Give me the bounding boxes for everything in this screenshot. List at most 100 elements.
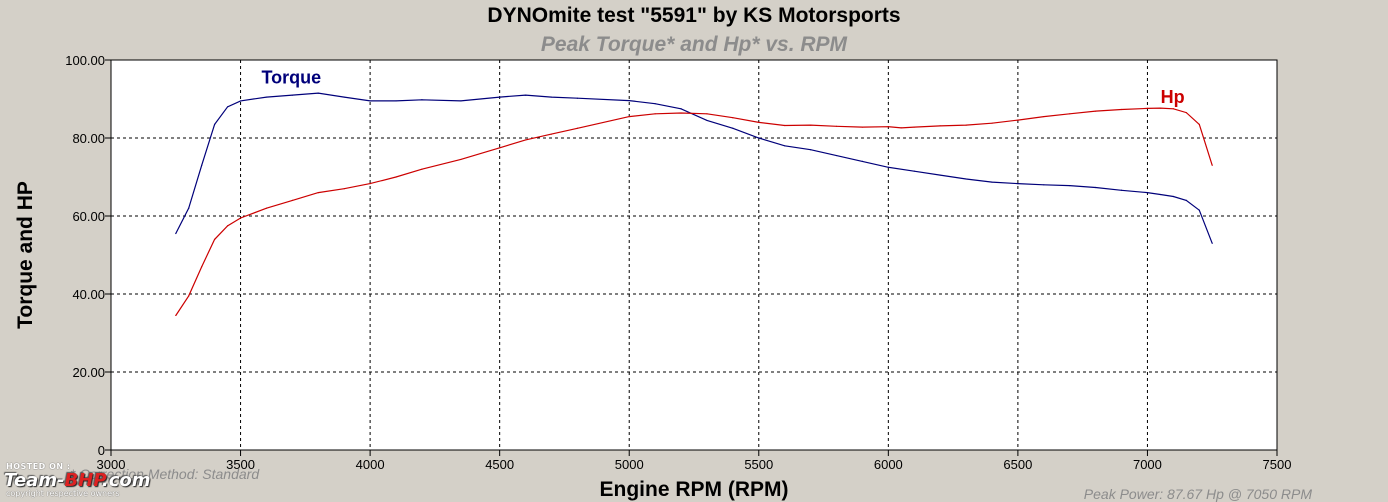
y-tick-label-100.00: 100.00 — [65, 53, 105, 68]
data-point-torque-7050 — [1159, 193, 1161, 196]
watermark-brand-b: BHP — [64, 470, 102, 491]
data-point-hp-4350 — [460, 158, 462, 161]
data-point-hp-5600 — [784, 124, 786, 127]
data-point-torque-3900 — [343, 96, 345, 98]
data-point-hp-5400 — [732, 117, 734, 119]
data-point-hp-3250 — [175, 314, 177, 317]
data-point-torque-5900 — [861, 160, 864, 162]
data-point-hp-4800 — [576, 127, 579, 129]
x-axis-label: Engine RPM (RPM) — [599, 478, 789, 501]
data-point-hp-4100 — [395, 176, 397, 178]
data-point-torque-4350 — [460, 100, 462, 102]
data-point-torque-3350 — [201, 164, 203, 166]
data-point-torque-3500 — [239, 100, 242, 102]
data-point-torque-4700 — [550, 96, 553, 98]
data-point-torque-6700 — [1069, 184, 1071, 187]
data-point-torque-7150 — [1185, 199, 1187, 201]
data-point-torque-4800 — [576, 97, 579, 99]
data-point-torque-4100 — [395, 100, 397, 102]
data-point-hp-3700 — [291, 199, 293, 201]
data-point-hp-3900 — [343, 188, 345, 190]
data-point-hp-5800 — [835, 125, 838, 127]
data-point-hp-6050 — [900, 127, 902, 129]
y-tick-label-0: 0 — [98, 443, 105, 458]
data-point-torque-3450 — [227, 106, 229, 108]
data-point-torque-6200 — [939, 174, 941, 176]
data-point-torque-5700 — [810, 149, 812, 151]
data-point-hp-5500 — [758, 121, 760, 123]
data-point-torque-5200 — [680, 108, 682, 110]
chart-subtitle: Peak Torque* and Hp* vs. RPM — [540, 33, 848, 56]
series-line-torque — [175, 92, 1213, 244]
data-point-hp-7250 — [1211, 164, 1213, 166]
data-point-hp-4600 — [524, 139, 527, 141]
x-tick-label-5000: 5000 — [615, 457, 644, 472]
watermark-brand: Team-BHP.com — [4, 470, 151, 491]
data-point-torque-3300 — [188, 207, 190, 209]
data-point-torque-6900 — [1120, 189, 1123, 191]
data-point-hp-4000 — [369, 183, 371, 185]
data-point-torque-5400 — [732, 127, 734, 129]
x-tick-label-7500: 7500 — [1263, 457, 1292, 472]
data-point-torque-7250 — [1211, 242, 1213, 244]
watermark-copyright: copyright respective owners — [6, 489, 120, 498]
data-point-torque-6300 — [965, 178, 967, 180]
data-point-hp-4700 — [550, 133, 553, 135]
data-point-hp-4500 — [499, 147, 501, 149]
series-label-torque: Torque — [262, 67, 322, 87]
y-tick-label-60.00: 60.00 — [72, 209, 105, 224]
data-point-torque-6400 — [991, 181, 993, 183]
data-point-hp-6100 — [913, 126, 915, 128]
data-point-hp-5700 — [810, 124, 812, 126]
data-point-hp-6500 — [1017, 119, 1019, 121]
watermark-brand-a: Team- — [4, 470, 65, 491]
data-point-hp-7000 — [1146, 107, 1149, 109]
data-point-hp-3400 — [214, 238, 216, 240]
x-tick-label-3000: 3000 — [97, 457, 126, 472]
data-point-hp-6800 — [1095, 110, 1097, 112]
y-tick-label-20.00: 20.00 — [72, 365, 105, 380]
team-bhp-watermark: HOSTED ON : Team-BHP.com copyright respe… — [4, 462, 194, 498]
data-point-hp-6400 — [991, 122, 993, 124]
x-tick-label-6000: 6000 — [874, 457, 903, 472]
data-point-torque-6600 — [1043, 184, 1045, 186]
data-point-torque-4600 — [524, 94, 527, 96]
data-point-hp-4200 — [421, 168, 423, 170]
data-point-torque-4000 — [369, 100, 371, 102]
data-point-torque-5800 — [835, 154, 838, 157]
data-point-torque-5100 — [654, 103, 656, 105]
data-point-hp-7150 — [1185, 112, 1187, 114]
data-point-torque-5500 — [758, 137, 760, 139]
x-tick-label-4500: 4500 — [485, 457, 514, 472]
chart-title: DYNOmite test "5591" by KS Motorsports — [487, 4, 901, 27]
data-point-hp-5000 — [628, 115, 630, 118]
data-point-torque-6800 — [1095, 186, 1097, 189]
data-point-hp-7200 — [1198, 123, 1200, 125]
data-point-torque-3400 — [214, 123, 216, 125]
y-tick-label-40.00: 40.00 — [72, 287, 105, 302]
data-point-hp-3500 — [239, 217, 242, 219]
data-point-torque-5600 — [784, 145, 786, 147]
data-point-torque-6500 — [1017, 183, 1019, 185]
data-point-torque-5000 — [628, 99, 630, 102]
data-point-torque-7100 — [1172, 195, 1174, 198]
data-point-hp-6300 — [965, 124, 967, 126]
data-point-torque-4500 — [499, 96, 501, 98]
data-point-hp-6700 — [1069, 113, 1071, 115]
y-tick-label-80.00: 80.00 — [72, 131, 105, 146]
data-point-torque-6000 — [887, 166, 889, 168]
data-point-hp-5200 — [680, 112, 682, 114]
correction-footnote: * Correction Method: Standard — [70, 466, 260, 482]
data-point-torque-3250 — [175, 232, 177, 235]
x-tick-label-3500: 3500 — [226, 457, 255, 472]
data-point-hp-7050 — [1159, 107, 1161, 109]
plot-area — [111, 60, 1277, 450]
watermark-hosted-text: HOSTED ON : — [6, 462, 71, 471]
data-point-torque-7200 — [1198, 209, 1200, 211]
data-point-torque-7000 — [1146, 192, 1149, 194]
data-point-hp-3600 — [265, 207, 268, 209]
data-point-hp-6600 — [1043, 115, 1045, 118]
data-point-hp-5100 — [654, 113, 656, 115]
data-point-hp-3300 — [188, 295, 190, 297]
